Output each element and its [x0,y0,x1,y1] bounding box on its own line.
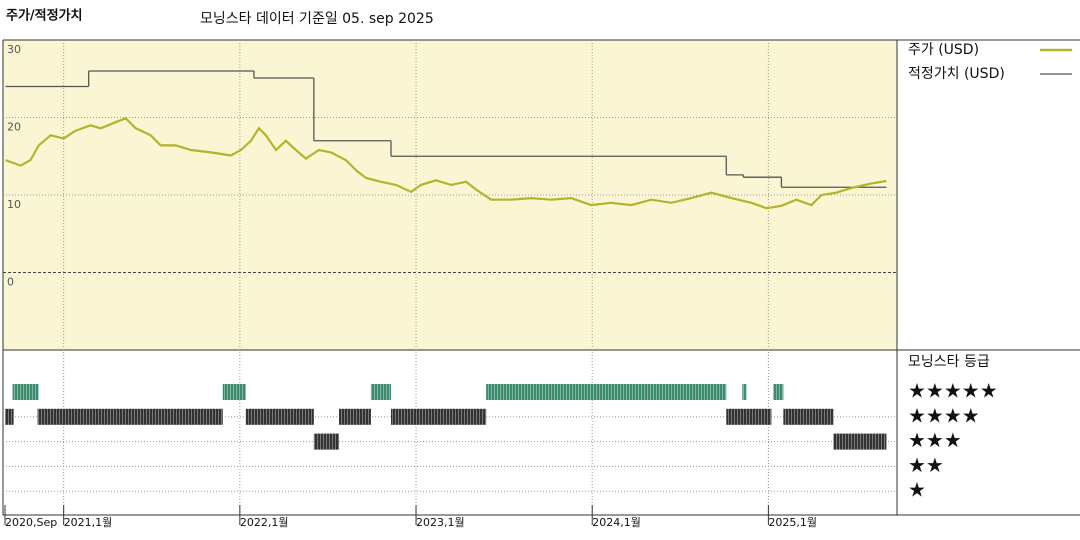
chart-title: 주가/적정가치 [6,8,83,24]
rating-bar-stripe [37,408,223,425]
x-tick-label: 2022,1월 [240,516,289,529]
rating-label: ★ [908,478,926,502]
rating-bar-stripe [833,433,887,450]
rating-bar-stripe [12,384,39,400]
rating-bar-stripe [391,408,487,425]
rating-bar-stripe [486,384,727,400]
rating-bar-stripe [370,384,392,400]
rating-label: ★★★ [908,428,962,452]
x-tick-label: 2020,Sep [5,516,57,529]
x-tick-label: 2021,1월 [64,516,113,529]
rating-bar-stripe [783,408,834,425]
rating-label: ★★★★ [908,403,980,427]
rating-bar-stripe [245,408,314,425]
y-tick-label: 10 [7,198,21,211]
rating-bar-stripe [726,408,772,425]
chart-subtitle: 모닝스타 데이터 기준일 05. sep 2025 [200,11,434,27]
y-tick-label: 30 [7,43,21,56]
rating-label: ★★ [908,453,944,477]
legend-label: 주가 (USD) [908,42,979,58]
x-tick-label: 2023,1월 [416,516,465,529]
rating-bar-stripe [773,384,784,400]
rating-label: ★★★★★ [908,379,998,403]
legend-label: 적정가치 (USD) [908,66,1005,82]
rating-title: 모닝스타 등급 [908,354,990,370]
price-line [5,117,887,210]
rating-bar-stripe [313,433,340,450]
x-tick-label: 2024,1월 [592,516,641,529]
rating-bar-stripe [222,384,246,400]
y-tick-label: 0 [7,276,14,289]
y-tick-label: 20 [7,121,21,134]
rating-bar-stripe [339,408,371,425]
x-tick-label: 2025,1월 [768,516,817,529]
rating-bar-stripe [742,384,747,400]
rating-bar-stripe [5,408,14,425]
